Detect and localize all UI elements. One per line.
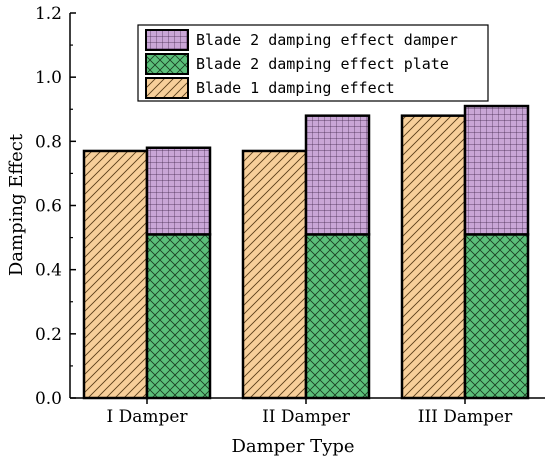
legend-swatch-3 [145,77,189,99]
y-tick-label-6: 1.2 [35,4,62,24]
y-tick-label-4: 0.8 [35,132,62,152]
bar-blade2-plate-3 [463,233,530,400]
legend-label-3: Blade 1 damping effect [196,79,395,97]
axes: I Damper II Damper III Damper 0.0 0.2 0.4 0.6 0… [35,4,545,427]
x-tick-label-3: III Damper [418,407,513,427]
legend-label-2: Blade 2 damping effect plate [196,55,449,73]
bar-blade1-3 [400,114,467,400]
x-axis-title: Damper Type [231,436,354,457]
y-axis-title: Damping Effect [6,133,27,276]
y-tick-label-5: 1.0 [35,68,62,88]
bar-blade1-2 [241,149,308,400]
legend-box [137,24,489,102]
bar-blade2-plate-1 [145,233,212,400]
bar-blade2-damper-3 [463,104,530,236]
y-tick-label-2: 0.4 [35,261,62,281]
bar-blade1-1 [82,149,149,400]
x-tick-label-2: II Damper [262,407,351,427]
legend-label-1: Blade 2 damping effect damper [196,31,458,49]
bar-blade2-damper-2 [304,114,371,236]
plot-area [82,104,530,400]
y-tick-label-1: 0.2 [35,325,62,345]
y-tick-label-3: 0.6 [35,197,62,217]
bar-blade2-plate-2 [304,233,371,400]
legend: Blade 2 damping effect damper Blade 2 dam… [137,24,489,102]
bar-blade2-damper-1 [145,146,212,236]
legend-swatch-1 [145,29,189,51]
legend-swatch-2 [145,53,189,75]
x-tick-label-1: I Damper [106,407,188,427]
y-tick-label-0: 0.0 [35,389,62,409]
